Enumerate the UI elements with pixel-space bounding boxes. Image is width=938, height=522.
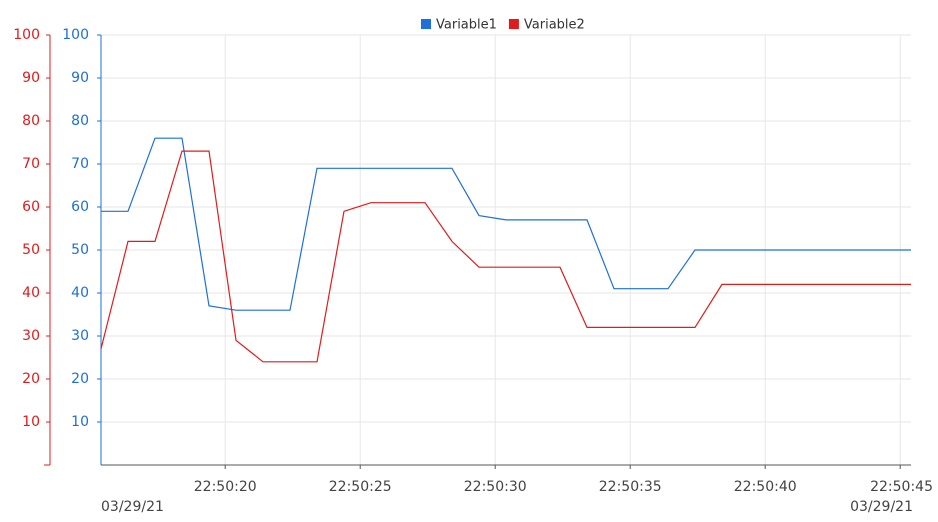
x-tick-label: 22:50:25: [329, 479, 392, 495]
y-tick-label: 40: [71, 285, 89, 301]
date-label: 03/29/21: [850, 499, 913, 515]
y2-tick-label: 10: [22, 414, 40, 430]
y-tick-label: 90: [71, 70, 89, 86]
series-line: [101, 137, 911, 311]
y2-tick-label: 90: [22, 70, 40, 86]
legend-swatch: [508, 19, 519, 29]
x-tick-label: 22:50:40: [734, 479, 797, 495]
y2-tick-label: 80: [22, 113, 40, 129]
series-line: [100, 150, 911, 363]
y-tick-label: 70: [71, 156, 89, 172]
y2-tick-label: 60: [22, 199, 40, 215]
x-tick-label: 22:50:35: [599, 479, 662, 495]
date-label: 03/29/21: [101, 499, 164, 515]
y-tick-label: 100: [62, 27, 89, 43]
x-tick-label: 22:50:45: [870, 479, 933, 495]
x-tick-label: 22:50:30: [464, 479, 527, 495]
y2-tick-label: 100: [13, 27, 40, 43]
legend-swatch: [421, 19, 431, 29]
y-tick-label: 80: [71, 113, 89, 129]
legend-label: Variable1: [436, 18, 497, 33]
x-tick-label: 22:50:20: [194, 479, 257, 495]
y2-tick-label: 70: [22, 156, 40, 172]
y2-tick-label: 40: [22, 285, 40, 301]
y-tick-label: 10: [71, 414, 89, 430]
legend-label: Variable2: [524, 18, 585, 33]
y2-tick-label: 20: [22, 371, 40, 387]
y-tick-label: 60: [71, 199, 89, 215]
y-tick-label: 30: [71, 328, 89, 344]
y2-tick-label: 50: [22, 242, 40, 258]
y-tick-label: 50: [71, 242, 89, 258]
y2-tick-label: 30: [22, 328, 40, 344]
y-tick-label: 20: [71, 371, 89, 387]
